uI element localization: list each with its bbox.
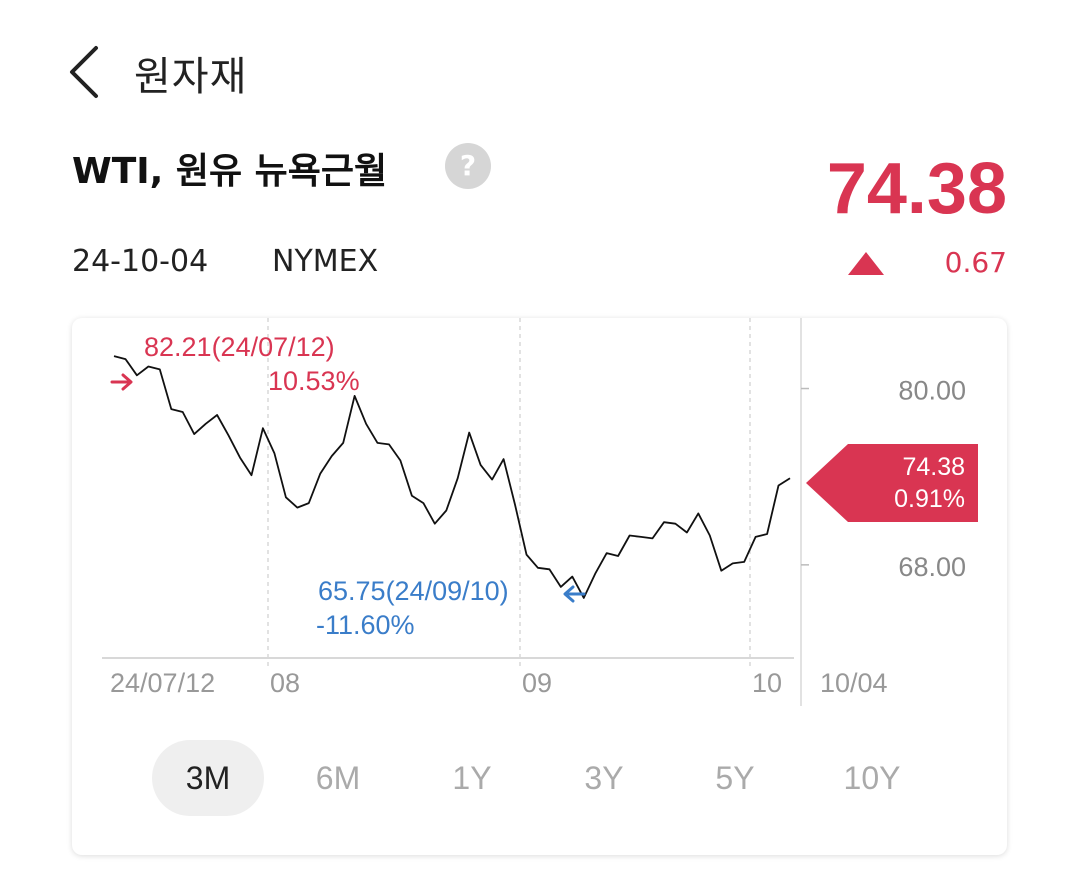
price-line [113, 355, 791, 599]
high-pct: 10.53% [268, 366, 360, 396]
header: 원자재 [0, 0, 1079, 140]
high-label: 82.21(24/07/12) [144, 332, 335, 362]
x-tick-label: 10/04 [820, 668, 888, 698]
period-tab-6m[interactable]: 6M [315, 760, 361, 796]
quote-date: 24-10-04 [72, 244, 209, 279]
price-chart[interactable]: 80.00 68.00 24/07/12 08 09 10 10/04 82.21(24/07… [72, 318, 1007, 728]
help-button[interactable]: ? [445, 143, 491, 189]
x-tick-label: 08 [270, 668, 300, 698]
current-pct-label: 0.91% [894, 485, 965, 513]
arrow-left-icon [563, 585, 586, 603]
period-tab-5y[interactable]: 5Y [715, 760, 755, 796]
y-tick-label: 80.00 [898, 376, 966, 406]
low-pct: -11.60% [316, 610, 415, 640]
back-button[interactable] [62, 44, 112, 100]
current-price-tag [806, 444, 978, 522]
exchange-name: NYMEX [272, 244, 379, 279]
period-tab-3y[interactable]: 3Y [584, 760, 624, 796]
x-tick-label: 09 [522, 668, 552, 698]
current-price-label: 74.38 [902, 453, 965, 481]
period-tab-10y[interactable]: 10Y [843, 760, 901, 796]
current-price: 74.38 [826, 149, 1007, 229]
period-tab-1y[interactable]: 1Y [452, 760, 492, 796]
period-tabs: 3M 6M 1Y 3Y 5Y 10Y [72, 740, 1007, 816]
chevron-left-icon [70, 46, 98, 98]
low-label: 65.75(24/09/10) [318, 576, 509, 606]
chart-card: 80.00 68.00 24/07/12 08 09 10 10/04 82.21(24/07… [72, 318, 1007, 855]
instrument-name: WTI, 원유 뉴욕근월 [72, 151, 388, 192]
y-tick-label: 68.00 [898, 552, 966, 582]
x-tick-label: 24/07/12 [110, 668, 215, 698]
page-title: 원자재 [134, 54, 248, 100]
arrow-right-icon [110, 373, 133, 391]
period-tab-3m[interactable]: 3M [152, 740, 264, 816]
x-tick-label: 10 [752, 668, 782, 698]
triangle-up-icon [848, 252, 884, 275]
price-change: 0.67 [944, 246, 1007, 279]
